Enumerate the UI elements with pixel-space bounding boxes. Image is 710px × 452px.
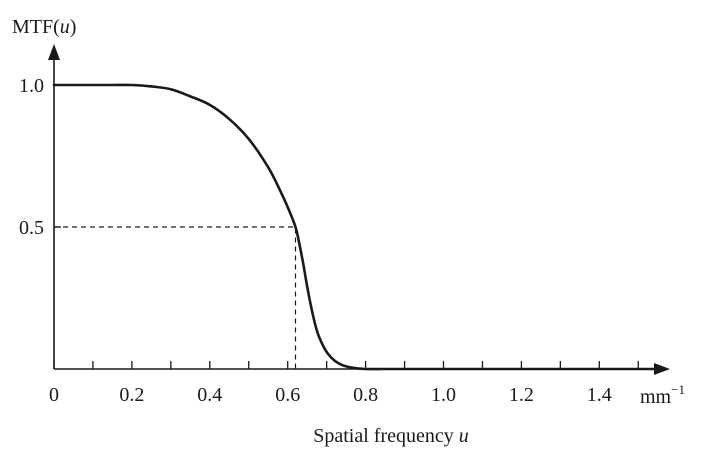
x-tick-label: 0.2 bbox=[119, 384, 144, 406]
x-tick-label: 1.4 bbox=[587, 384, 612, 406]
y-tick-labels: 0.5 1.0 bbox=[19, 75, 44, 239]
y-tick-label: 0.5 bbox=[19, 217, 44, 239]
x-tick-label: 0 bbox=[49, 384, 59, 406]
x-tick-labels: 0 0.2 0.4 0.6 0.8 1.0 1.2 1.4 bbox=[49, 384, 612, 406]
y-ticks bbox=[54, 84, 61, 228]
y-axis-label: MTF(u) bbox=[12, 16, 76, 38]
x-tick-label: 0.8 bbox=[353, 384, 378, 406]
x-axis-unit: mm−1 bbox=[640, 382, 685, 408]
mtf-curve bbox=[52, 83, 660, 371]
x-ticks bbox=[53, 361, 639, 369]
x-tick-label: 1.0 bbox=[431, 384, 456, 406]
x-tick-label: 0.6 bbox=[275, 384, 300, 406]
y-tick-label: 1.0 bbox=[19, 75, 44, 97]
y-axis-arrow bbox=[48, 44, 60, 60]
x-axis-label: Spatial frequency u bbox=[313, 425, 469, 447]
x-tick-label: 1.2 bbox=[509, 384, 534, 406]
half-value-guide bbox=[54, 226, 297, 369]
x-tick-label: 0.4 bbox=[197, 384, 222, 406]
x-axis-arrow bbox=[654, 363, 670, 375]
